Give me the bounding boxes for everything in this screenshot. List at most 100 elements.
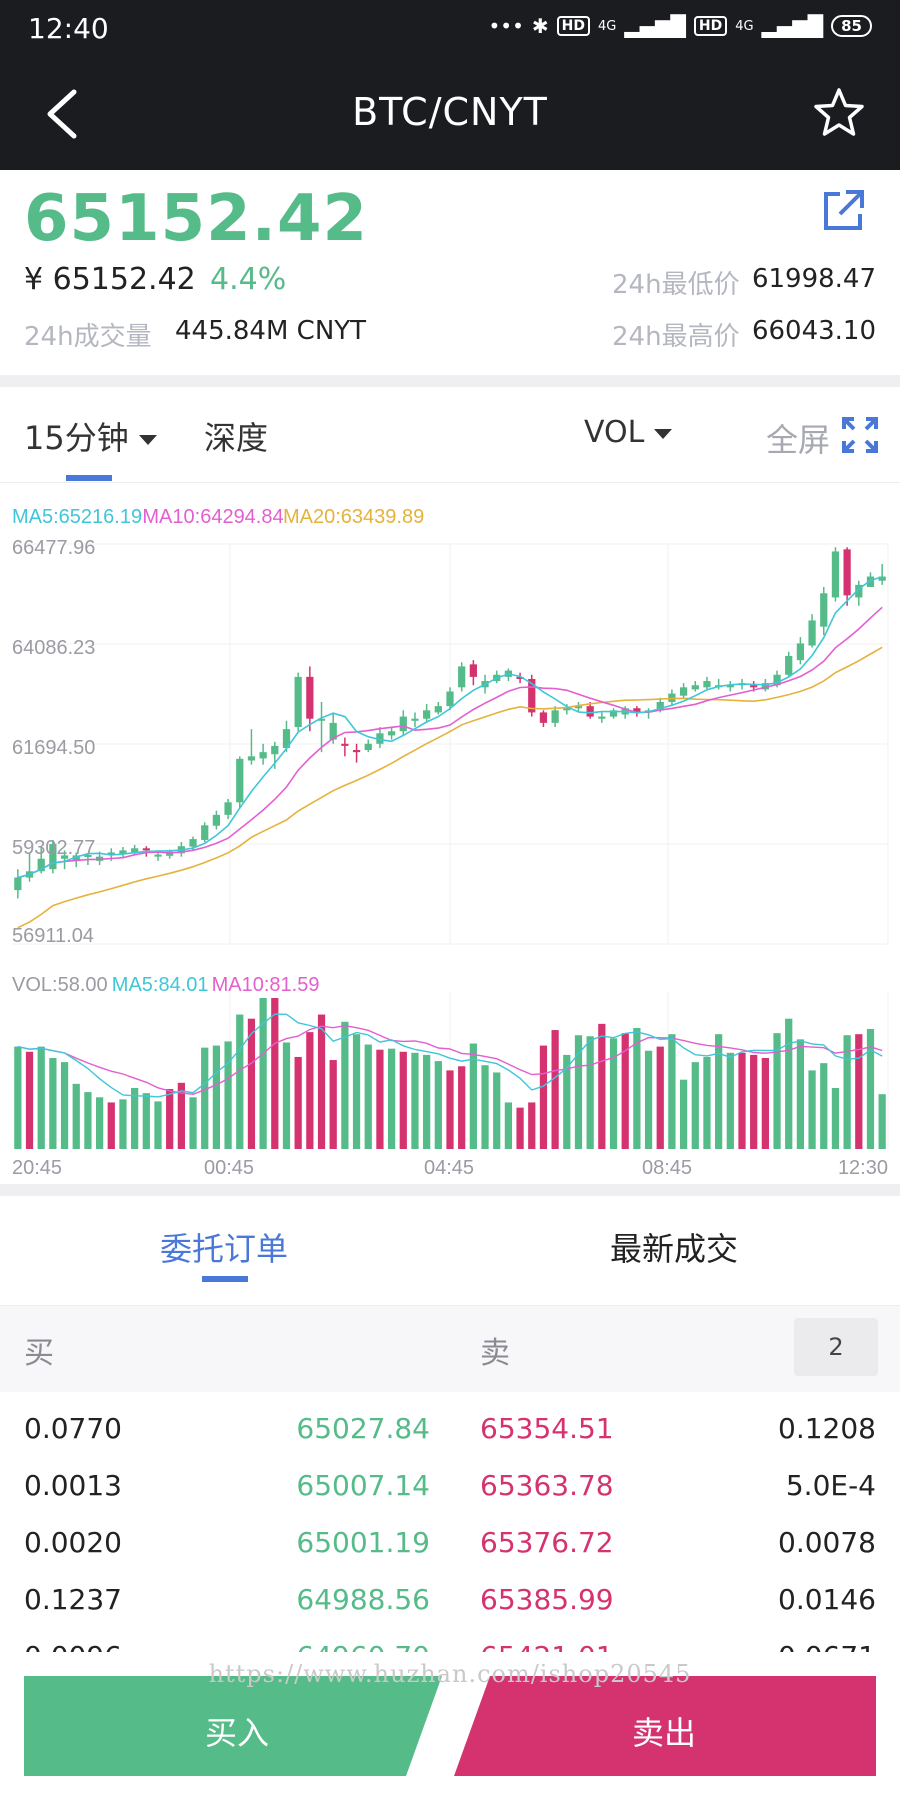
buy-price: 65007.14	[296, 1469, 430, 1502]
candle-body	[201, 825, 209, 840]
indicator-selector[interactable]: VOL	[584, 415, 673, 450]
tab-latest-trades[interactable]: 最新成交	[610, 1230, 739, 1268]
volume-bar	[201, 1047, 209, 1149]
ma-legend: MA10:64294.84	[142, 506, 283, 528]
trade-buttons-bg	[24, 1676, 876, 1776]
candle-body	[656, 701, 664, 711]
candle-body	[785, 655, 793, 675]
depth-tab[interactable]: 深度	[204, 419, 269, 457]
depth-precision-button[interactable]: 2	[794, 1318, 878, 1376]
high-24h-value: 66043.10	[751, 316, 876, 346]
x-tick-label: 12:30	[838, 1157, 888, 1179]
volume-bar	[294, 1056, 302, 1149]
volume-bar	[598, 1023, 606, 1149]
volume-bar	[843, 1035, 851, 1149]
fullscreen-icon[interactable]	[842, 417, 878, 453]
vol-24h-value: 445.84M CNYT	[175, 316, 367, 346]
volume-bar	[25, 1051, 34, 1149]
volume-bar	[820, 1063, 828, 1149]
candle-body	[726, 685, 734, 688]
candle-body	[142, 848, 150, 851]
favorite-star-icon[interactable]	[812, 86, 866, 140]
candle-body	[107, 852, 115, 855]
sell-button[interactable]: 卖出	[632, 1714, 697, 1752]
ticker-panel: 65152.42 ¥ 65152.42 4.4% 24h成交量 445.84M …	[0, 170, 900, 375]
volume-bar	[878, 1094, 886, 1149]
buy-amount: 0.1237	[24, 1583, 122, 1616]
volume-bar	[352, 1034, 361, 1149]
candle-body	[399, 716, 407, 732]
volume-bar	[131, 1087, 139, 1149]
tab-order-book[interactable]: 委托订单	[160, 1230, 289, 1268]
volume-bar	[750, 1054, 758, 1149]
table-row[interactable]: 0.0013 65007.14 65363.78 5.0E-4	[0, 1457, 900, 1514]
candle-body	[294, 676, 302, 728]
kline-svg[interactable]: 66477.96 64086.23 61694.50 59302.77 56911.04…	[0, 494, 900, 1184]
candle-body	[60, 855, 69, 859]
volume-bar	[691, 1062, 699, 1149]
table-row[interactable]: 0.0020 65001.19 65376.72 0.0078	[0, 1514, 900, 1571]
back-arrow-icon[interactable]	[40, 86, 88, 142]
candle-body	[259, 752, 267, 759]
candle-body	[528, 678, 536, 713]
volume-bar	[259, 998, 267, 1149]
candle-body	[574, 706, 583, 709]
volume-bar	[72, 1083, 80, 1149]
candle-body	[679, 687, 688, 696]
volume-bar	[621, 1033, 629, 1149]
volume-bar	[411, 1052, 419, 1149]
candle-body	[633, 708, 641, 713]
fullscreen-label[interactable]: 全屏	[766, 421, 831, 459]
interval-label: 15分钟	[24, 419, 129, 457]
volume-bar	[656, 1046, 664, 1149]
table-row[interactable]: 0.0770 65027.84 65354.51 0.1208	[0, 1400, 900, 1457]
low-24h-value: 61998.47	[751, 264, 876, 294]
candle-body	[364, 743, 372, 751]
volume-bar	[679, 1079, 688, 1149]
interval-selector[interactable]: 15分钟	[24, 413, 157, 459]
volume-bar	[493, 1072, 501, 1149]
volume-bar	[574, 1035, 583, 1149]
candle-body	[469, 664, 477, 677]
chart-toolbar: 15分钟 深度 VOL 全屏	[0, 387, 900, 483]
low-24h-label: 24h最低价	[612, 270, 740, 300]
x-tick-label: 20:45	[12, 1157, 62, 1179]
candle-body	[866, 576, 875, 587]
buy-button[interactable]: 买入	[205, 1714, 270, 1752]
candle-body	[376, 733, 384, 744]
table-row[interactable]: 0.1237 64988.56 65385.99 0.0146	[0, 1571, 900, 1628]
network-type: 4G	[598, 18, 617, 34]
volume-bar	[376, 1049, 384, 1149]
candle-body	[855, 584, 863, 598]
volume-bar	[177, 1082, 185, 1149]
volume-bar	[644, 1050, 653, 1149]
volume-bar	[726, 1052, 734, 1149]
volume-bar	[609, 1038, 618, 1149]
sell-price: 65385.99	[480, 1583, 614, 1616]
volume-bar	[387, 1048, 396, 1149]
buy-price: 65027.84	[296, 1412, 430, 1445]
high-24h-label: 24h最高价	[612, 322, 740, 352]
hd-badge-2: HD	[693, 16, 728, 36]
volume-bar	[633, 1027, 641, 1149]
sell-amount: 5.0E-4	[785, 1469, 876, 1502]
buy-price: 64988.56	[296, 1583, 430, 1616]
volume-bar	[434, 1061, 442, 1149]
share-icon[interactable]	[822, 188, 866, 232]
candle-body	[49, 844, 57, 870]
candle-body	[808, 620, 816, 646]
pair-title: BTC/CNYT	[352, 90, 548, 134]
candle-body	[446, 691, 454, 707]
volume-bar	[364, 1044, 372, 1149]
status-time: 12:40	[28, 12, 109, 45]
volume-bar	[399, 1051, 407, 1149]
more-dots-icon: •••	[488, 14, 524, 38]
kline-chart[interactable]: 66477.96 64086.23 61694.50 59302.77 56911.04…	[0, 494, 900, 1184]
sell-button-shape[interactable]	[454, 1676, 876, 1776]
volume-bar	[119, 1099, 127, 1149]
candle-body	[796, 643, 805, 661]
volume-bar	[504, 1102, 513, 1149]
buy-button-shape[interactable]	[24, 1676, 442, 1776]
candle-body	[154, 854, 162, 857]
volume-bar	[306, 1032, 314, 1149]
